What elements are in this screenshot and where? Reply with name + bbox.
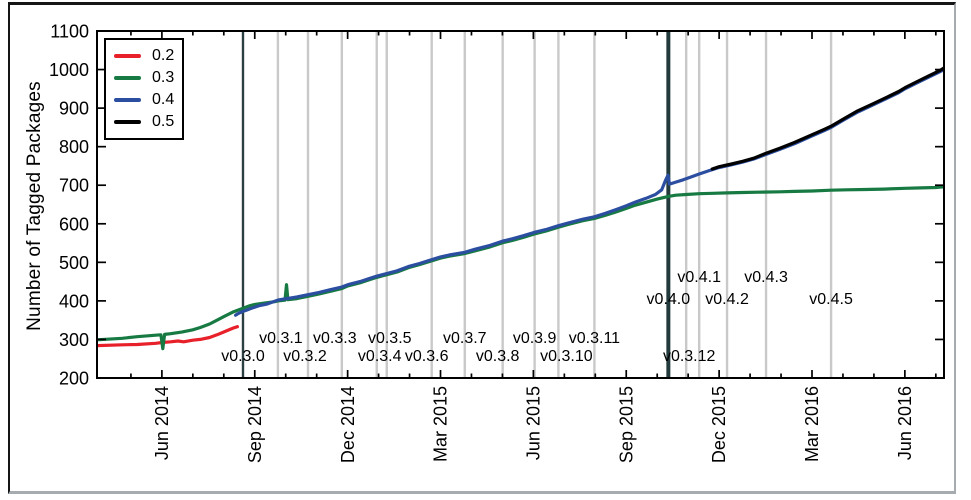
y-tick-label-700: 700 (59, 176, 89, 196)
x-tick-label-sep-2014: Sep 2014 (245, 386, 265, 463)
y-tick-label-600: 600 (59, 214, 89, 234)
release-label-v0.3.7: v0.3.7 (443, 330, 487, 347)
x-tick-label-mar-2015: Mar 2015 (431, 386, 451, 462)
x-tick-label-sep-2015: Sep 2015 (616, 386, 636, 463)
legend-label: 0.4 (152, 91, 175, 108)
x-tick-label-jun-2015: Jun 2015 (524, 386, 544, 460)
x-tick-label-dec-2015: Dec 2015 (709, 386, 729, 463)
release-label-v0.3.9: v0.3.9 (513, 330, 557, 347)
y-tick-label-300: 300 (59, 330, 89, 350)
release-label-v0.3.3: v0.3.3 (313, 330, 357, 347)
x-tick-labels: Jun 2014 Sep 2014 Dec 2014 Mar 2015 Jun 2015… (152, 386, 915, 463)
release-label-v0.3.11: v0.3.11 (569, 330, 620, 347)
release-label-v0.4.3: v0.4.3 (744, 269, 788, 286)
release-label-v0.4.5: v0.4.5 (809, 291, 853, 308)
legend-label: 0.5 (152, 113, 175, 130)
release-label-v0.4.1: v0.4.1 (677, 269, 721, 286)
release-label-v0.3.8: v0.3.8 (476, 348, 520, 365)
legend-item-0.4: 0.4 (106, 89, 182, 111)
axis-ticks (97, 30, 944, 379)
release-label-v0.3.6: v0.3.6 (405, 348, 449, 365)
legend-item-0.5: 0.5 (106, 111, 182, 133)
legend: 0.2 0.3 0.4 0.5 (104, 38, 184, 140)
legend-swatch-0.5 (114, 119, 141, 125)
y-tick-label-200: 200 (59, 369, 89, 389)
x-tick-label-jun-2014: Jun 2014 (152, 386, 172, 460)
y-tick-label-1100: 1100 (50, 22, 89, 42)
y-tick-label-900: 900 (59, 99, 89, 119)
y-tick-label-400: 400 (59, 291, 89, 311)
release-label-v0.4.0: v0.4.0 (647, 291, 691, 308)
y-tick-label-500: 500 (59, 253, 89, 273)
release-gridlines (241, 31, 833, 378)
legend-swatch-0.2 (114, 53, 141, 59)
release-label-v0.3.2: v0.3.2 (283, 348, 327, 365)
legend-label: 0.3 (152, 69, 175, 86)
release-label-v0.3.12: v0.3.12 (663, 348, 716, 365)
legend-item-0.3: 0.3 (106, 67, 182, 89)
y-axis-title: Number of Tagged Packages (24, 81, 45, 331)
legend-swatch-0.3 (114, 75, 141, 81)
release-label-v0.3.10: v0.3.10 (540, 348, 593, 365)
release-labels: v0.3.0v0.3.1v0.3.2v0.3.3v0.3.4v0.3.5v0.3… (221, 269, 853, 365)
x-tick-label-mar-2016: Mar 2016 (802, 386, 822, 462)
series-line-0.2 (97, 325, 239, 348)
legend-swatch-0.4 (114, 97, 141, 103)
legend-label: 0.2 (152, 47, 175, 64)
release-label-v0.3.0: v0.3.0 (221, 348, 265, 365)
series-group (97, 66, 944, 351)
release-label-v0.3.5: v0.3.5 (368, 330, 412, 347)
y-tick-labels: 200 300 400 500 600 700 800 900 1000 1100 (49, 22, 89, 389)
x-tick-label-dec-2014: Dec 2014 (338, 386, 358, 463)
release-label-v0.3.4: v0.3.4 (358, 348, 402, 365)
y-tick-label-1000: 1000 (49, 60, 89, 80)
release-label-v0.3.1: v0.3.1 (259, 330, 303, 347)
series-line-0.3 (97, 185, 944, 351)
release-label-v0.4.2: v0.4.2 (705, 291, 749, 308)
x-tick-label-jun-2016: Jun 2016 (895, 386, 915, 460)
y-tick-label-800: 800 (59, 137, 89, 157)
axis-frame (96, 30, 945, 379)
series-line-0.5 (710, 66, 944, 171)
legend-item-0.2: 0.2 (106, 45, 182, 67)
